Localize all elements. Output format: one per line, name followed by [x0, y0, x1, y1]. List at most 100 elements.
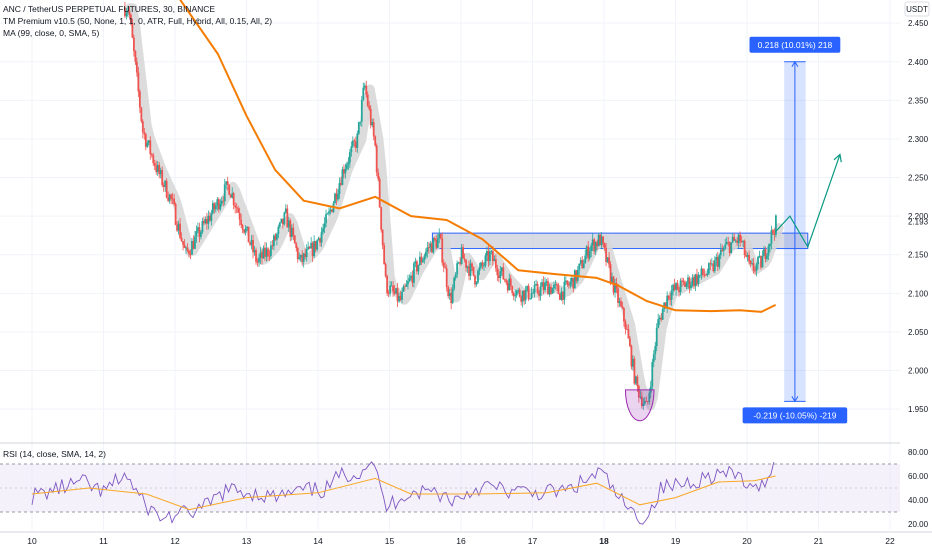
candle-body: [310, 242, 313, 249]
candle: [322, 223, 324, 235]
candle: [471, 261, 473, 271]
candle-body: [599, 234, 602, 246]
candle-body: [241, 224, 244, 230]
candle-body: [127, 10, 129, 13]
candle-body: [387, 293, 390, 295]
candle-body: [141, 121, 144, 133]
candle: [162, 182, 165, 192]
candle: [733, 232, 736, 241]
candle: [488, 248, 491, 266]
candle: [413, 261, 415, 288]
candle-body: [636, 376, 639, 387]
candle-body: [767, 246, 770, 256]
rsi-title[interactable]: RSI (14, close, SMA, 14, 2): [3, 449, 106, 459]
candle: [131, 18, 134, 38]
candle-body: [480, 262, 482, 268]
price-axis[interactable]: USDT 2.450 2.400 2.350 2.300 2.250 2.200 2.150 2…: [900, 0, 932, 550]
candle: [328, 207, 330, 217]
candle-body: [620, 301, 622, 307]
candle: [429, 240, 432, 252]
candle: [234, 202, 237, 214]
candle-body: [547, 281, 549, 295]
symbol-title[interactable]: ANC / TetherUS PERPETUAL FUTURES, 30, BI…: [3, 4, 216, 14]
candle-body: [265, 248, 268, 257]
candle-body: [572, 277, 575, 289]
time-tick-label: 14: [313, 536, 323, 546]
candle: [478, 262, 481, 276]
candle-body: [192, 240, 195, 249]
candle-body: [322, 228, 324, 233]
time-tick-label: 10: [27, 536, 37, 546]
rsi-pane[interactable]: 80.00 60.00 40.00 20.00: [0, 448, 929, 529]
candle: [289, 218, 292, 242]
candle-body: [490, 250, 493, 252]
candle-body: [584, 255, 587, 264]
candle: [416, 259, 418, 275]
candle: [590, 243, 593, 258]
candle: [216, 196, 219, 211]
time-axis[interactable]: 10 11 12 13 14 15 16 17 18 19 20 21 22: [0, 531, 932, 546]
candle: [535, 279, 537, 287]
candle: [164, 180, 167, 192]
candle-body: [554, 284, 557, 286]
candle-body: [268, 255, 271, 257]
candle-body: [567, 284, 570, 286]
indicator-title[interactable]: TM Premium v10.5 (50, None, 1, 1, 0, ATR…: [3, 16, 273, 26]
candle: [448, 288, 451, 300]
candle-body: [691, 277, 694, 286]
candle: [308, 245, 311, 250]
candle-body: [706, 273, 709, 276]
candle-body: [229, 194, 232, 198]
candle-body: [423, 256, 426, 260]
candle: [435, 235, 438, 250]
candle: [514, 289, 517, 302]
price-axis-bg: [900, 0, 932, 550]
candle: [626, 324, 628, 330]
candle-body: [298, 257, 301, 259]
candle-body: [681, 280, 683, 282]
candle: [704, 273, 707, 276]
candle: [621, 301, 624, 310]
candle: [754, 266, 756, 275]
candle: [395, 287, 397, 295]
candle: [186, 243, 189, 253]
candle-body: [630, 345, 633, 367]
candle: [472, 266, 475, 277]
candle-body: [453, 277, 456, 289]
candle-body: [433, 238, 436, 240]
drawing-overlays[interactable]: 0.218 (10.01%) 218 -0.219 (-10.05%) -219: [624, 36, 848, 424]
candle: [760, 255, 762, 270]
candle: [249, 241, 251, 247]
candle: [477, 269, 479, 284]
candle: [410, 272, 412, 281]
candle: [536, 281, 539, 295]
candle-body: [167, 197, 170, 201]
candle: [603, 242, 606, 251]
candle-body: [517, 289, 520, 291]
candle-body: [716, 257, 719, 267]
candle: [666, 291, 669, 313]
candle: [399, 291, 402, 301]
candle-body: [560, 291, 563, 300]
candle: [707, 262, 710, 275]
candle: [743, 239, 746, 259]
candle-body: [523, 290, 526, 301]
rsi-tick-label: 20.00: [908, 520, 929, 529]
ma-title[interactable]: MA (99, close, 0, SMA, 5): [3, 28, 100, 38]
candle: [427, 242, 430, 254]
candle-body: [350, 146, 353, 153]
candle-body: [343, 169, 345, 174]
candle: [597, 232, 600, 247]
candle: [420, 252, 423, 265]
candle: [584, 249, 587, 264]
candle-body: [396, 288, 399, 302]
candle-body: [541, 282, 543, 287]
candle: [200, 230, 202, 240]
candle-body: [743, 240, 746, 255]
candle-body: [617, 288, 619, 303]
candle: [127, 5, 129, 18]
candle: [749, 260, 752, 267]
time-tick-label: 18: [599, 536, 609, 546]
candle: [438, 228, 441, 244]
